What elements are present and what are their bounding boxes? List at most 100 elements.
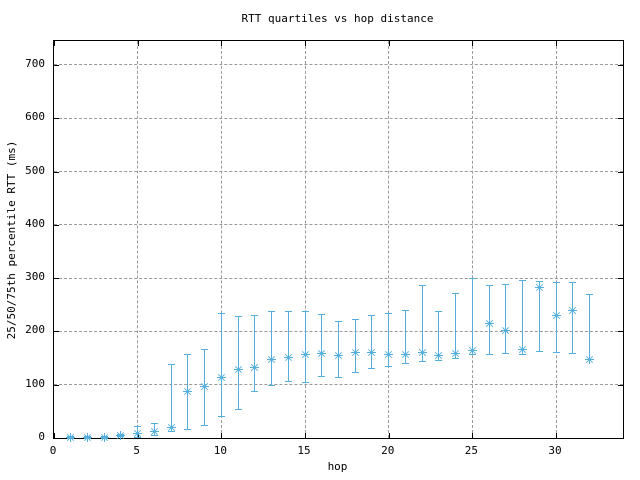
error-bar-cap [217, 312, 225, 314]
y-tick-mark [618, 331, 623, 333]
x-tick-mark [305, 41, 307, 46]
star-marker [451, 349, 461, 359]
error-bar [455, 293, 457, 359]
star-marker [149, 426, 159, 436]
error-bar [471, 278, 473, 355]
x-tick-mark [472, 433, 474, 438]
error-bar-cap [351, 319, 359, 321]
x-tick-mark [472, 41, 474, 46]
error-bar-cap [351, 372, 359, 374]
x-tick-label: 25 [464, 444, 478, 457]
error-bar-cap [368, 368, 376, 370]
x-tick-mark [305, 433, 307, 438]
error-bar-cap [268, 385, 276, 387]
star-marker [585, 354, 595, 364]
star-marker [200, 381, 210, 391]
error-bar-cap [318, 313, 326, 315]
y-tick-label: 300 [25, 270, 45, 284]
error-bar-cap [401, 363, 409, 365]
star-marker [183, 387, 193, 397]
y-tick-label: 0 [38, 430, 45, 443]
error-bar-cap [284, 381, 292, 382]
error-bar-cap [401, 309, 409, 311]
star-marker [133, 429, 143, 439]
error-bar-cap [368, 315, 376, 317]
y-tick-mark [54, 438, 59, 439]
x-tick-mark [221, 433, 223, 438]
star-marker [434, 350, 444, 360]
x-tick-mark [388, 433, 390, 438]
error-bar-cap [217, 416, 225, 418]
star-marker [484, 318, 494, 328]
v-gridline [555, 41, 557, 438]
error-bar [354, 319, 356, 373]
v-gridline [220, 41, 222, 438]
star-marker [518, 344, 528, 354]
error-bar-cap [284, 311, 292, 313]
error-bar-cap [167, 363, 175, 365]
error-bar-cap [569, 353, 577, 355]
error-bar [271, 311, 273, 386]
y-tick-mark [54, 384, 59, 386]
error-bar-cap [251, 391, 259, 393]
x-tick-label: 30 [548, 444, 562, 457]
error-bar [572, 282, 574, 354]
star-marker [82, 432, 92, 442]
error-bar [538, 281, 540, 352]
error-bar-cap [234, 408, 242, 410]
y-tick-label: 500 [25, 163, 45, 177]
error-bar [338, 321, 339, 378]
x-tick-mark [221, 41, 223, 46]
error-bar-cap [418, 285, 426, 287]
error-bar-cap [134, 426, 142, 428]
error-bar [237, 316, 239, 410]
star-marker [400, 350, 410, 360]
x-tick-mark [556, 41, 558, 46]
error-bar-cap [301, 382, 309, 384]
y-tick-mark [618, 171, 623, 173]
x-tick-label: 5 [133, 444, 140, 457]
h-gridline [54, 384, 623, 386]
plot-area [53, 40, 624, 442]
error-bar [421, 285, 423, 362]
y-tick-mark [618, 384, 623, 386]
star-marker [534, 283, 544, 293]
error-bar [388, 313, 390, 367]
y-tick-mark [618, 438, 623, 439]
error-bar [438, 311, 440, 361]
error-bar [371, 315, 373, 369]
y-tick-mark [618, 224, 623, 226]
star-marker [166, 423, 176, 433]
y-tick-label: 700 [25, 56, 45, 70]
h-gridline [54, 171, 623, 173]
star-marker [250, 362, 260, 372]
error-bar-cap [184, 428, 192, 430]
x-tick-label: 0 [49, 444, 57, 457]
star-marker [501, 326, 511, 336]
y-tick-mark [54, 278, 59, 280]
error-bar-cap [435, 360, 443, 362]
star-marker [233, 364, 243, 374]
error-bar [404, 310, 406, 364]
v-gridline [304, 41, 306, 438]
error-bar-cap [268, 311, 276, 313]
x-tick-mark [54, 41, 55, 46]
error-bar-cap [552, 352, 560, 354]
star-marker [66, 432, 76, 442]
error-bar-cap [150, 423, 158, 425]
y-tick-label: 400 [25, 216, 45, 230]
x-tick-label: 15 [297, 444, 311, 457]
error-bar-cap [502, 353, 510, 355]
error-bar-cap [335, 377, 342, 379]
error-bar [321, 314, 323, 377]
error-bar-cap [234, 316, 242, 317]
y-tick-mark [54, 171, 59, 173]
star-marker [334, 350, 343, 360]
y-tick-mark [54, 224, 59, 226]
error-bar [220, 313, 222, 417]
error-bar-cap [251, 314, 259, 316]
error-bar-cap [586, 293, 594, 295]
error-bar-cap [335, 321, 342, 323]
x-tick-mark [54, 433, 55, 438]
h-gridline [54, 117, 623, 119]
